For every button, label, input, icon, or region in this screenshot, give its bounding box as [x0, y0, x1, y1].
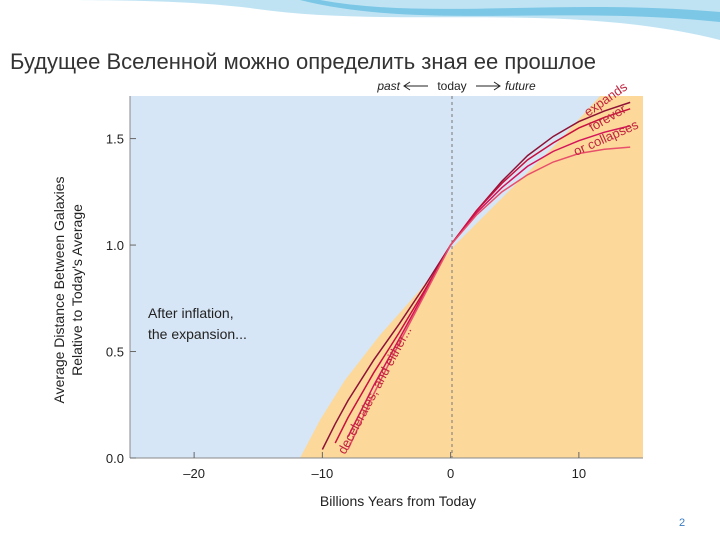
x-tick-label: –20: [183, 466, 205, 481]
y-axis-label: Average Distance Between Galaxies: [51, 177, 67, 404]
x-tick-label: 0: [447, 466, 454, 481]
future-label: future: [505, 79, 536, 93]
y-tick-label: 0.0: [106, 451, 124, 466]
y-axis-label: Relative to Today's Average: [69, 204, 85, 376]
annotation: After inflation,: [148, 305, 234, 321]
series-line: [334, 108, 631, 444]
x-tick-label: –10: [312, 466, 334, 481]
header-wave-accent: [300, 0, 720, 22]
page-number: 2: [679, 517, 685, 529]
y-tick-label: 0.5: [106, 345, 124, 360]
plot: –20 –10 0 10 0.0 0.5 1.0 1.5: [106, 101, 631, 481]
x-axis-label: Billions Years from Today: [320, 493, 476, 509]
future-region: [300, 96, 643, 458]
past-label: past: [376, 79, 400, 93]
series-line: [347, 146, 631, 450]
annotation: the expansion...: [148, 326, 247, 342]
y-tick-label: 1.5: [106, 132, 124, 147]
y-tick-label: 1.0: [106, 238, 124, 253]
x-tick-label: 10: [572, 466, 586, 481]
slide-title: Будущее Вселенной можно определить зная …: [10, 49, 596, 74]
today-label: today: [437, 79, 466, 93]
time-arrows: [403, 81, 501, 91]
series-line: [347, 125, 631, 438]
